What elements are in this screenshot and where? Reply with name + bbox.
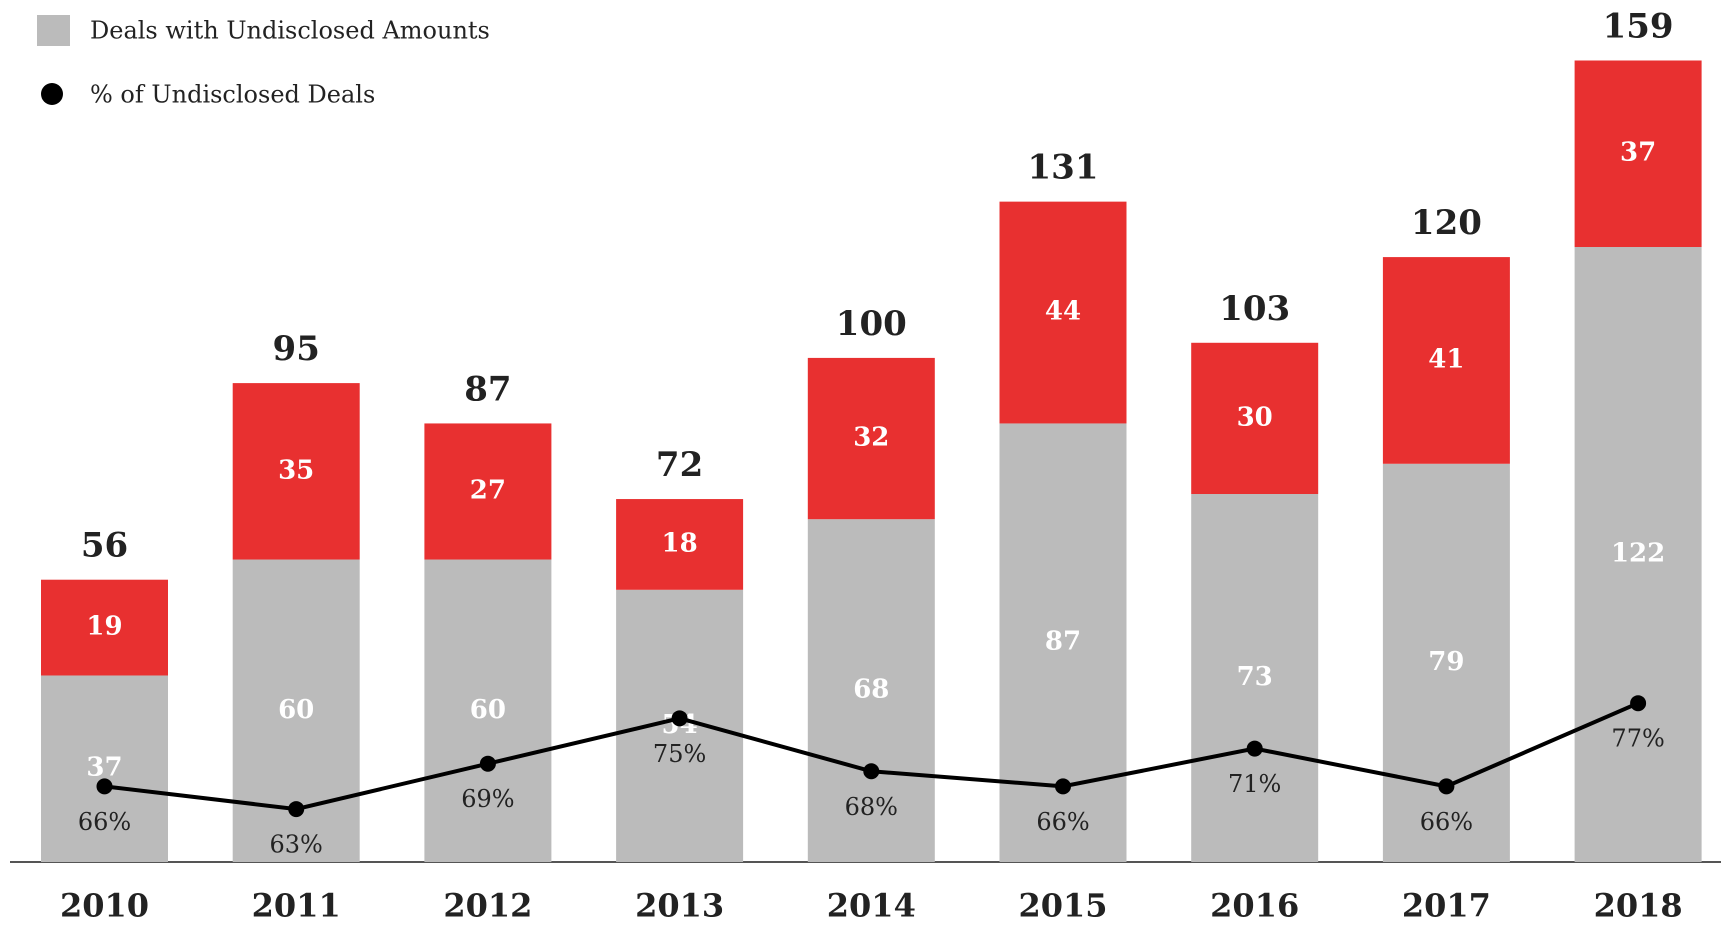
- data-label: 87: [1045, 627, 1081, 657]
- data-label: 35: [278, 455, 314, 485]
- legend-label: % of Undisclosed Deals: [90, 81, 375, 109]
- total-label: 95: [273, 329, 320, 369]
- data-label: 68%: [845, 793, 898, 821]
- x-tick-label: 2013: [635, 887, 724, 925]
- bar-segment: [424, 559, 552, 862]
- bar-segment: [807, 357, 935, 520]
- bar-segment: [1191, 342, 1319, 495]
- total-label: 131: [1028, 148, 1099, 188]
- data-label: 69%: [461, 785, 514, 813]
- data-label: 71%: [1228, 770, 1281, 798]
- data-label: 66%: [1036, 808, 1089, 836]
- bar-segment: [1382, 257, 1510, 464]
- bar-segment: [999, 201, 1127, 424]
- data-label: 63%: [270, 831, 323, 859]
- bar-segment: [41, 675, 168, 862]
- data-label: 75%: [653, 740, 706, 768]
- data-label: 19: [86, 612, 122, 642]
- legend-swatch: [37, 15, 70, 46]
- x-tick-label: 2016: [1210, 887, 1299, 925]
- data-label: 27: [470, 475, 506, 505]
- data-label: 79: [1428, 647, 1464, 677]
- data-label: 73: [1237, 662, 1273, 692]
- bar-segment: [616, 499, 744, 590]
- data-label: 77%: [1611, 725, 1664, 753]
- data-label: 44: [1045, 297, 1081, 327]
- data-label: 66%: [78, 808, 131, 836]
- total-label: 56: [81, 526, 128, 566]
- line-point: [288, 801, 305, 818]
- line-point: [671, 710, 688, 727]
- x-tick-label: 2014: [827, 887, 916, 925]
- line-point: [96, 778, 113, 795]
- data-label: 122: [1611, 539, 1665, 569]
- data-label: 41: [1428, 344, 1464, 374]
- bar-segment: [232, 383, 360, 560]
- bar-segment: [1191, 494, 1319, 862]
- data-label: 37: [86, 753, 122, 783]
- data-label: 32: [853, 423, 889, 453]
- data-label: 37: [1620, 138, 1656, 168]
- data-label: 18: [662, 528, 698, 558]
- data-label: 66%: [1420, 808, 1473, 836]
- line-point: [863, 763, 880, 780]
- bar-segment: [41, 579, 168, 676]
- bar-segment: [1574, 60, 1702, 248]
- line-point: [479, 755, 496, 772]
- line-point: [1630, 695, 1647, 712]
- total-label: 72: [656, 445, 703, 485]
- x-tick-label: 2011: [252, 887, 341, 925]
- bar-segment: [1574, 247, 1702, 862]
- x-tick-label: 2017: [1402, 887, 1491, 925]
- x-tick-label: 2015: [1018, 887, 1107, 925]
- x-tick-label: 2010: [60, 887, 149, 925]
- data-label: 60: [470, 695, 506, 725]
- data-label: 30: [1237, 402, 1273, 432]
- line-point: [1438, 778, 1455, 795]
- legend-label: Deals with Undisclosed Amounts: [90, 17, 490, 45]
- bar-segment: [424, 423, 552, 560]
- line-point: [1246, 740, 1263, 757]
- data-label: 60: [278, 695, 314, 725]
- bar-segment: [1382, 463, 1510, 862]
- total-label: 87: [464, 369, 511, 409]
- total-label: 159: [1603, 6, 1674, 46]
- x-tick-label: 2012: [443, 887, 532, 925]
- total-label: 100: [836, 304, 907, 344]
- bar-segment: [807, 519, 935, 862]
- data-label: 68: [853, 675, 889, 705]
- line-point: [1055, 778, 1071, 795]
- x-tick-label: 2018: [1594, 887, 1683, 925]
- legend-marker: [41, 83, 63, 105]
- total-label: 103: [1219, 289, 1290, 329]
- total-label: 120: [1411, 203, 1482, 243]
